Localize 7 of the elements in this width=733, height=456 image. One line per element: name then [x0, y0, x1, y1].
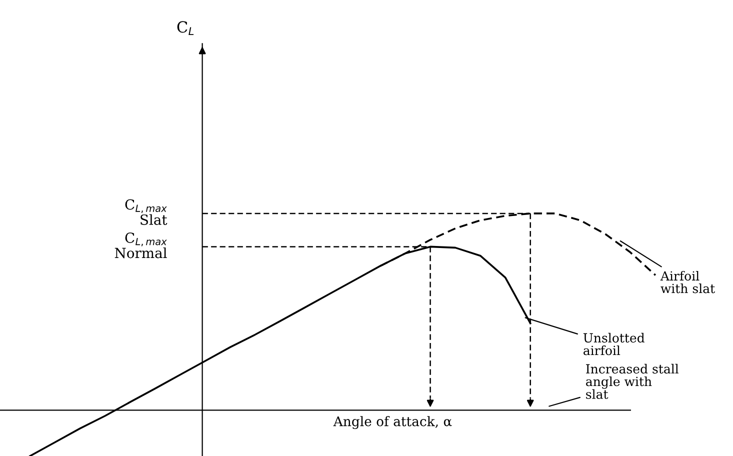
ref-line-label: C$_{L,max}$ Normal — [114, 232, 167, 258]
annotation: Unslotted airfoil — [583, 332, 644, 356]
annotation: Airfoil with slat — [660, 270, 715, 294]
x-axis-title: Angle of attack, α — [333, 416, 452, 430]
annotation: Increased stall angle with slat — [586, 364, 679, 399]
text: C$_{L}$ — [177, 21, 194, 35]
ref-line-label: C$_{L,max}$ Slat — [125, 199, 168, 225]
